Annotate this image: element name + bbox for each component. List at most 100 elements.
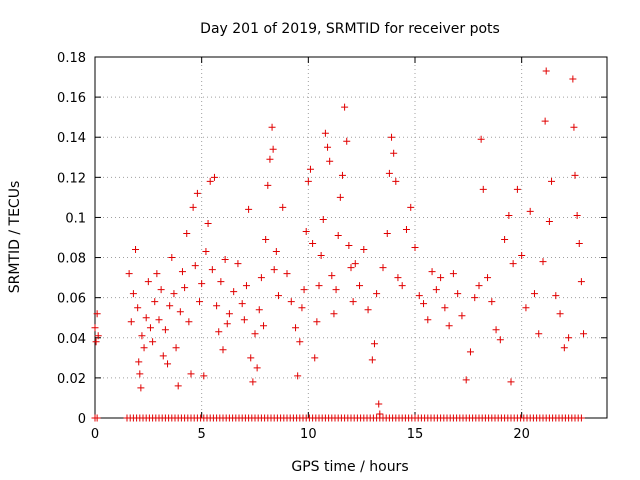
data-point (230, 288, 238, 296)
data-point (345, 242, 353, 250)
data-point (484, 274, 492, 282)
data-point (268, 123, 276, 131)
data-point (541, 117, 549, 125)
data-point (155, 316, 163, 324)
data-point (178, 268, 186, 276)
y-tick-label: 0.12 (57, 171, 86, 186)
data-point (475, 282, 483, 290)
data-points (91, 67, 588, 422)
data-point (573, 211, 581, 219)
data-point (356, 282, 364, 290)
data-point (287, 298, 295, 306)
data-point (247, 354, 255, 362)
data-point (328, 272, 336, 280)
data-point (300, 286, 308, 294)
data-point (161, 326, 169, 334)
data-point (274, 292, 282, 300)
data-point (215, 328, 223, 336)
data-point (223, 320, 231, 328)
data-point (492, 326, 500, 334)
y-tick-label: 0.02 (57, 372, 86, 387)
data-point (428, 268, 436, 276)
data-point (398, 282, 406, 290)
data-point (548, 177, 556, 185)
data-point (183, 229, 191, 237)
data-point (298, 304, 306, 312)
data-point (219, 346, 227, 354)
data-point (170, 290, 178, 298)
data-point (157, 286, 165, 294)
data-point (242, 282, 250, 290)
data-point (449, 270, 457, 278)
data-point (202, 248, 210, 256)
grid-lines (95, 57, 607, 418)
data-point (575, 240, 583, 248)
data-point (488, 298, 496, 306)
data-point (185, 318, 193, 326)
data-point (552, 292, 560, 300)
data-point (302, 227, 310, 235)
data-point (132, 246, 140, 254)
data-point (210, 173, 218, 181)
data-point (93, 310, 101, 318)
data-point (208, 266, 216, 274)
data-point (176, 308, 184, 316)
y-tick-label: 0 (78, 412, 86, 427)
data-point (343, 137, 351, 145)
data-point (360, 246, 368, 254)
data-point (556, 310, 564, 318)
data-point (313, 318, 321, 326)
data-point (349, 298, 357, 306)
data-point (351, 260, 359, 268)
data-point (172, 344, 180, 352)
data-point (407, 203, 415, 211)
data-point (501, 236, 509, 244)
data-point (92, 338, 100, 346)
data-point (522, 304, 530, 312)
data-point (539, 258, 547, 266)
data-point (364, 306, 372, 314)
data-point (411, 244, 419, 252)
data-point (466, 348, 474, 356)
x-tick-label: 20 (513, 427, 530, 442)
data-point (496, 336, 504, 344)
data-point (565, 334, 573, 342)
data-point (507, 378, 515, 386)
data-point (373, 290, 381, 298)
y-axis-title: SRMTID / TECUs (7, 181, 23, 294)
data-point (191, 262, 199, 270)
data-point (206, 177, 214, 185)
chart-title: Day 201 of 2019, SRMTID for receiver pot… (200, 21, 500, 37)
data-point (153, 270, 161, 278)
data-point (264, 181, 272, 189)
data-point (383, 229, 391, 237)
data-point (454, 290, 462, 298)
data-point (135, 358, 143, 366)
data-point (535, 330, 543, 338)
data-point (262, 236, 270, 244)
data-point (392, 177, 400, 185)
x-tick-label: 5 (198, 427, 206, 442)
data-point (441, 304, 449, 312)
data-point (266, 155, 274, 163)
data-point (269, 145, 277, 153)
data-point (238, 300, 246, 308)
data-point (370, 340, 378, 348)
data-point (330, 310, 338, 318)
data-point (479, 185, 487, 193)
data-point (375, 400, 383, 408)
data-point (338, 171, 346, 179)
data-point (94, 332, 102, 340)
data-point (530, 290, 538, 298)
data-point (151, 298, 159, 306)
zero-data-point (577, 414, 585, 422)
data-point (437, 274, 445, 282)
data-point (462, 376, 470, 384)
y-tick-label: 0.06 (57, 292, 86, 307)
x-tick-label: 0 (91, 427, 99, 442)
data-point (142, 314, 150, 322)
data-point (415, 292, 423, 300)
data-point (560, 344, 568, 352)
data-point (513, 185, 521, 193)
